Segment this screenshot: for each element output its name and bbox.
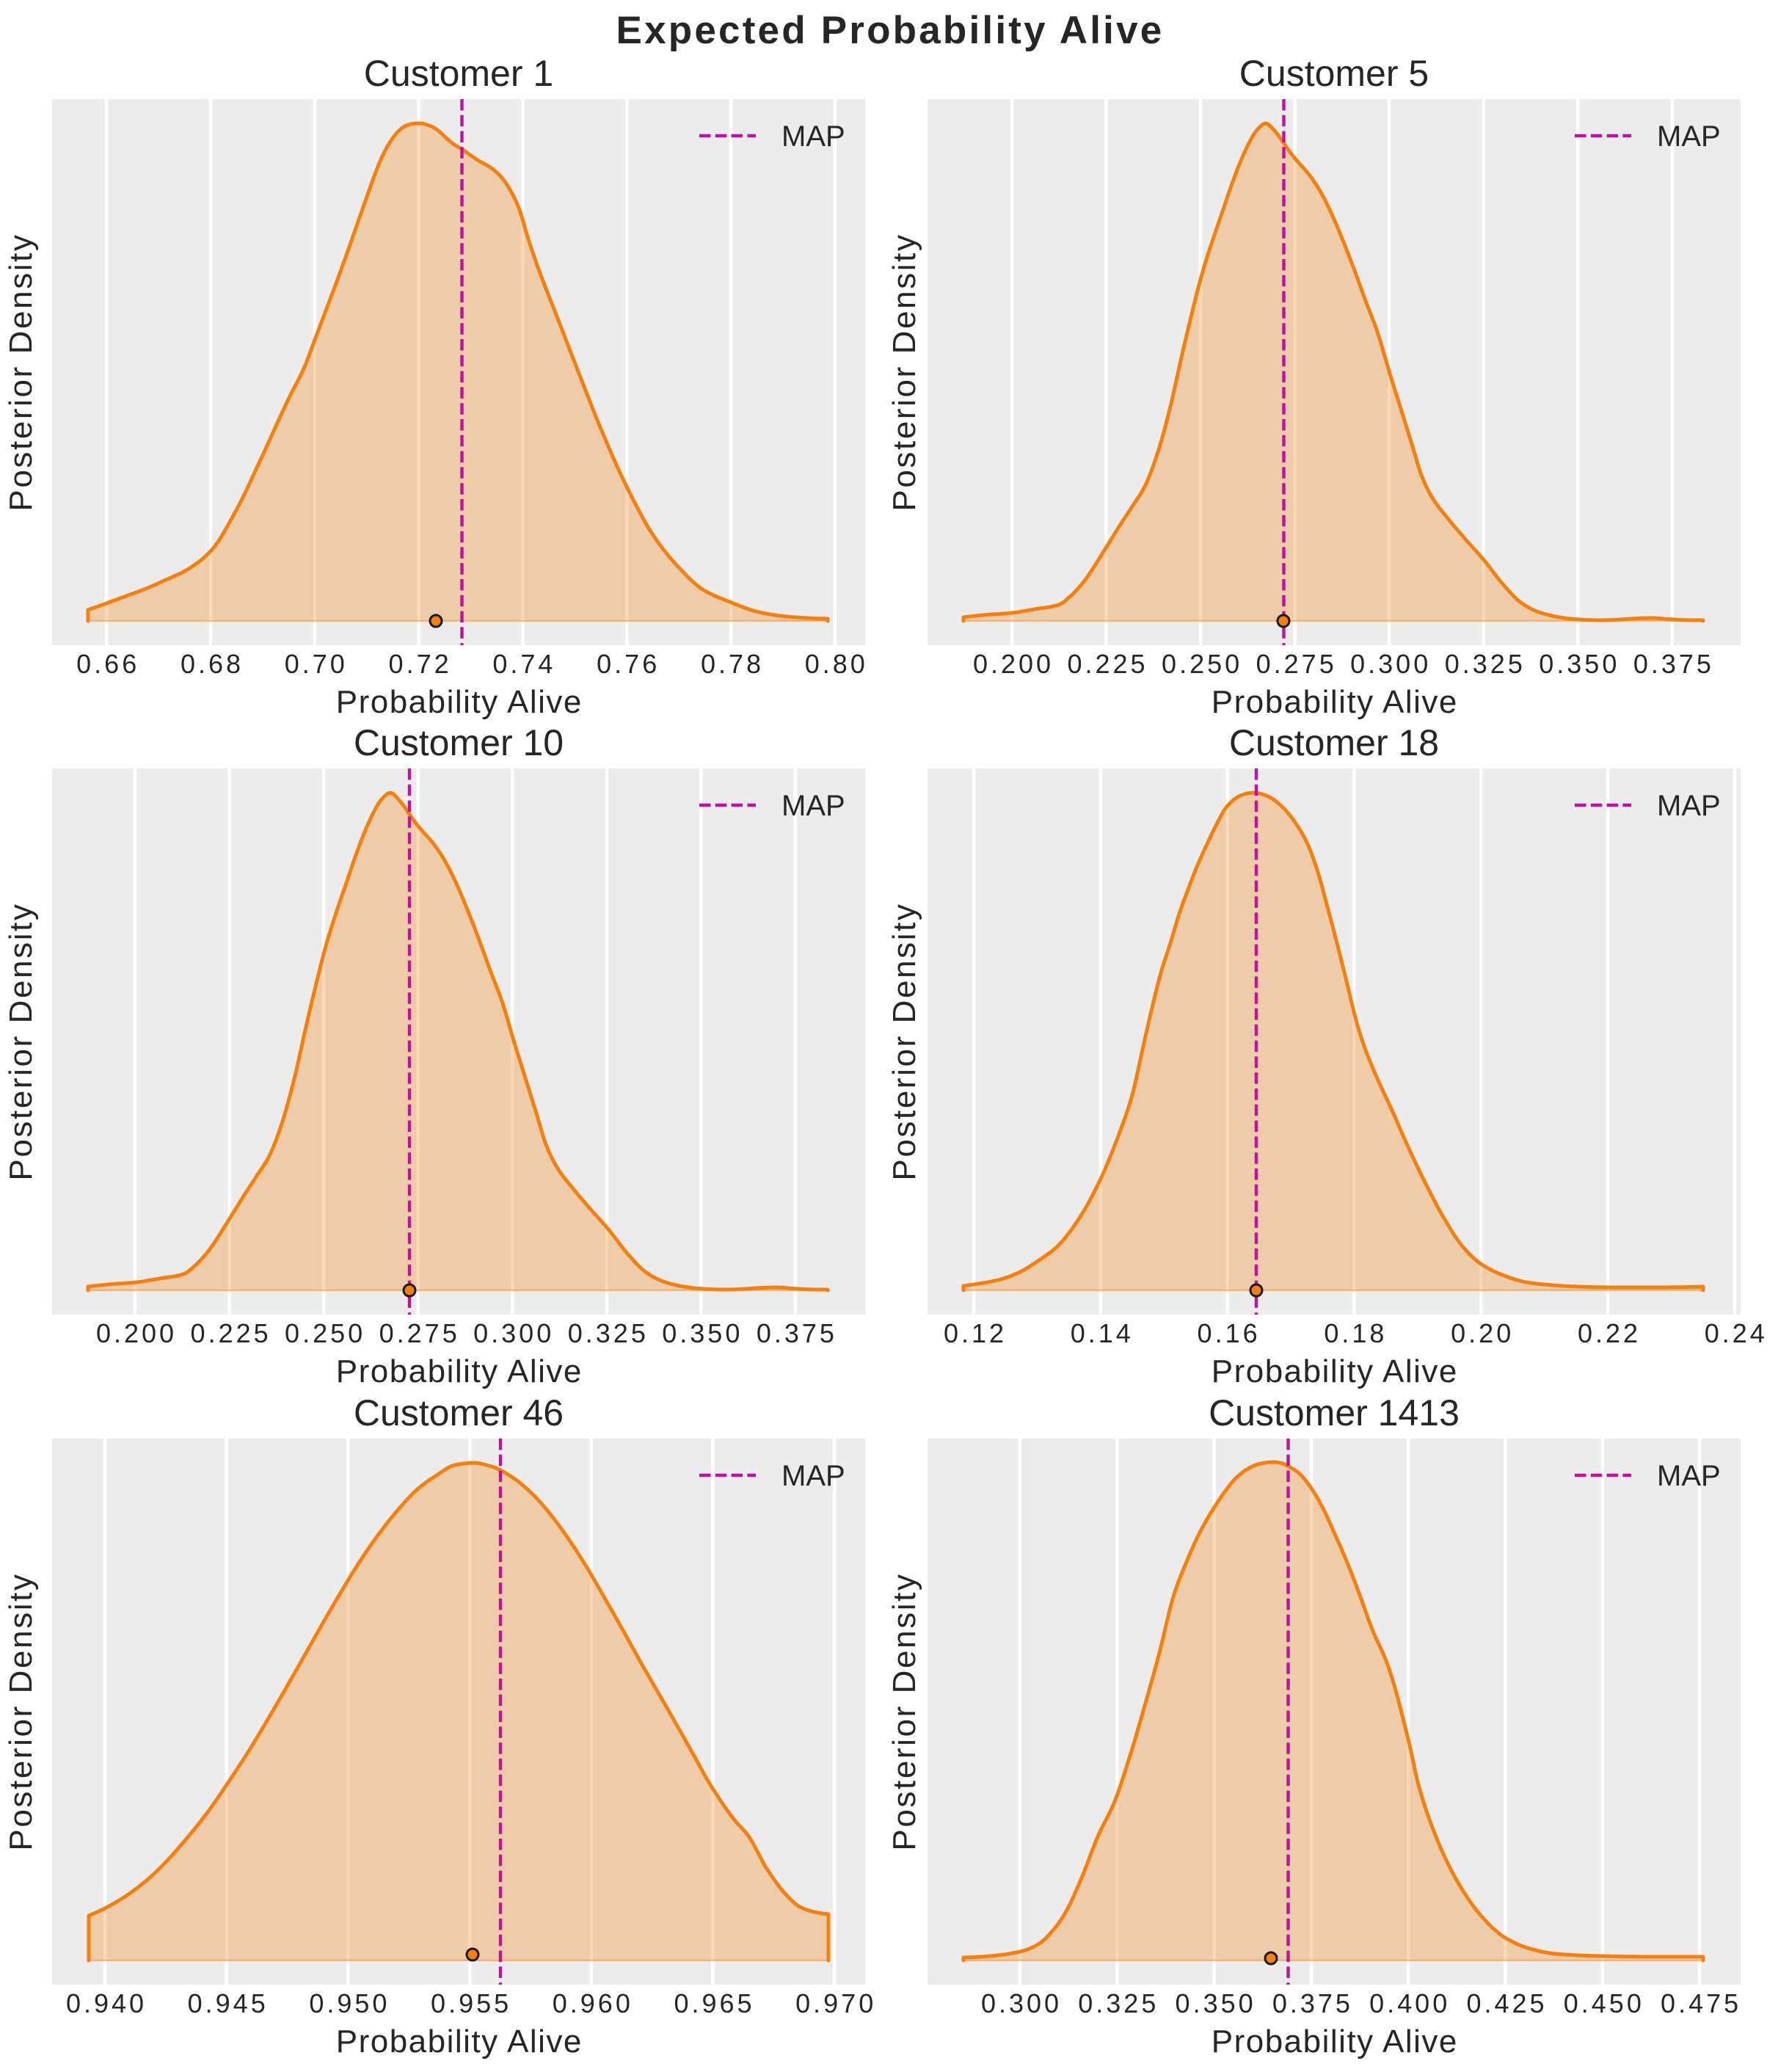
svg-text:Posterior Density: Posterior Density bbox=[886, 233, 922, 511]
svg-text:MAP: MAP bbox=[1657, 120, 1721, 153]
svg-text:0.200: 0.200 bbox=[96, 1318, 177, 1348]
svg-text:Probability Alive: Probability Alive bbox=[1212, 1353, 1458, 1389]
svg-text:0.20: 0.20 bbox=[1451, 1318, 1514, 1348]
svg-text:0.275: 0.275 bbox=[379, 1318, 460, 1348]
svg-text:0.24: 0.24 bbox=[1705, 1318, 1768, 1348]
svg-text:0.960: 0.960 bbox=[553, 1988, 633, 2018]
svg-text:Customer 1: Customer 1 bbox=[364, 53, 553, 94]
svg-text:0.350: 0.350 bbox=[1539, 649, 1619, 679]
svg-text:0.965: 0.965 bbox=[674, 1988, 754, 2018]
svg-text:0.72: 0.72 bbox=[389, 649, 452, 679]
svg-text:MAP: MAP bbox=[781, 1460, 845, 1492]
svg-text:Customer 1413: Customer 1413 bbox=[1209, 1392, 1460, 1433]
svg-text:0.225: 0.225 bbox=[191, 1318, 272, 1348]
svg-text:Probability Alive: Probability Alive bbox=[1212, 684, 1458, 720]
svg-text:0.18: 0.18 bbox=[1324, 1318, 1387, 1348]
svg-text:Customer 10: Customer 10 bbox=[354, 722, 564, 763]
svg-text:0.68: 0.68 bbox=[181, 649, 244, 679]
svg-text:0.300: 0.300 bbox=[473, 1318, 554, 1348]
svg-text:Probability Alive: Probability Alive bbox=[1212, 2024, 1458, 2060]
svg-text:0.375: 0.375 bbox=[1272, 1988, 1353, 2018]
svg-text:MAP: MAP bbox=[781, 790, 845, 822]
svg-text:0.955: 0.955 bbox=[431, 1988, 511, 2018]
svg-text:Customer 18: Customer 18 bbox=[1229, 722, 1439, 763]
svg-text:0.250: 0.250 bbox=[1162, 649, 1242, 679]
svg-text:0.325: 0.325 bbox=[568, 1318, 649, 1348]
svg-text:0.16: 0.16 bbox=[1198, 1318, 1261, 1348]
svg-text:0.80: 0.80 bbox=[805, 649, 868, 679]
svg-text:Expected Probability Alive: Expected Probability Alive bbox=[616, 9, 1165, 52]
svg-text:Posterior Density: Posterior Density bbox=[3, 902, 39, 1180]
svg-text:0.350: 0.350 bbox=[662, 1318, 743, 1348]
svg-text:Customer 5: Customer 5 bbox=[1239, 53, 1429, 94]
svg-text:Posterior Density: Posterior Density bbox=[3, 1572, 39, 1850]
svg-text:0.300: 0.300 bbox=[981, 1988, 1062, 2018]
svg-text:0.945: 0.945 bbox=[188, 1988, 269, 2018]
svg-text:Probability Alive: Probability Alive bbox=[336, 2024, 583, 2060]
svg-text:0.200: 0.200 bbox=[973, 649, 1054, 679]
svg-text:Posterior Density: Posterior Density bbox=[886, 1572, 922, 1850]
svg-text:MAP: MAP bbox=[781, 120, 845, 153]
svg-text:0.400: 0.400 bbox=[1369, 1988, 1450, 2018]
svg-text:0.475: 0.475 bbox=[1661, 1988, 1741, 2018]
svg-text:0.325: 0.325 bbox=[1078, 1988, 1159, 2018]
svg-text:0.300: 0.300 bbox=[1350, 649, 1431, 679]
svg-text:0.70: 0.70 bbox=[285, 649, 348, 679]
svg-text:Probability Alive: Probability Alive bbox=[336, 1353, 583, 1389]
svg-text:MAP: MAP bbox=[1657, 790, 1721, 822]
svg-text:0.940: 0.940 bbox=[66, 1988, 147, 2018]
svg-text:0.225: 0.225 bbox=[1067, 649, 1148, 679]
svg-text:Posterior Density: Posterior Density bbox=[3, 233, 39, 511]
svg-text:0.375: 0.375 bbox=[757, 1318, 837, 1348]
svg-text:0.14: 0.14 bbox=[1071, 1318, 1134, 1348]
svg-text:0.450: 0.450 bbox=[1564, 1988, 1644, 2018]
svg-text:0.76: 0.76 bbox=[597, 649, 660, 679]
svg-text:Probability Alive: Probability Alive bbox=[336, 684, 583, 720]
svg-text:Posterior Density: Posterior Density bbox=[886, 902, 922, 1180]
svg-text:0.250: 0.250 bbox=[285, 1318, 365, 1348]
svg-text:0.950: 0.950 bbox=[309, 1988, 390, 2018]
svg-text:0.425: 0.425 bbox=[1466, 1988, 1547, 2018]
svg-text:0.74: 0.74 bbox=[492, 649, 555, 679]
svg-text:0.22: 0.22 bbox=[1578, 1318, 1641, 1348]
svg-text:0.350: 0.350 bbox=[1176, 1988, 1256, 2018]
svg-text:0.325: 0.325 bbox=[1445, 649, 1526, 679]
svg-text:0.275: 0.275 bbox=[1256, 649, 1337, 679]
svg-text:Customer 46: Customer 46 bbox=[354, 1392, 564, 1433]
svg-text:0.375: 0.375 bbox=[1633, 649, 1714, 679]
svg-text:0.970: 0.970 bbox=[795, 1988, 876, 2018]
svg-text:0.66: 0.66 bbox=[76, 649, 139, 679]
svg-text:MAP: MAP bbox=[1657, 1460, 1721, 1492]
svg-text:0.12: 0.12 bbox=[944, 1318, 1007, 1348]
svg-text:0.78: 0.78 bbox=[701, 649, 764, 679]
